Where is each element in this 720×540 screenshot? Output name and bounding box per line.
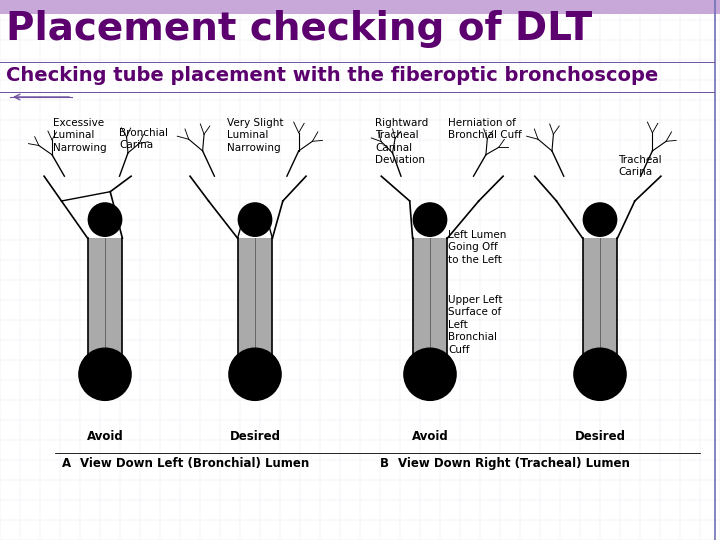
Bar	[582, 238, 618, 356]
Circle shape	[574, 348, 626, 400]
Circle shape	[229, 348, 281, 400]
Text: Rightward
Tracheal
Carinal
Deviation: Rightward Tracheal Carinal Deviation	[375, 118, 428, 165]
Text: Very Slight
Luminal
Narrowing: Very Slight Luminal Narrowing	[227, 118, 284, 153]
Circle shape	[79, 348, 131, 400]
Text: Left Lumen
Going Off
to the Left: Left Lumen Going Off to the Left	[448, 230, 506, 265]
Text: Avoid: Avoid	[412, 430, 449, 443]
Text: Placement checking of DLT: Placement checking of DLT	[6, 10, 593, 48]
Bar	[0, 0, 720, 14]
Text: Excessive
Luminal
Narrowing: Excessive Luminal Narrowing	[53, 118, 107, 153]
Text: Bronchial
Carina: Bronchial Carina	[119, 128, 168, 151]
Circle shape	[238, 203, 271, 237]
Text: Tracheal
Carina: Tracheal Carina	[618, 155, 662, 178]
Text: View Down Left (Bronchial) Lumen: View Down Left (Bronchial) Lumen	[80, 457, 310, 470]
Bar	[88, 238, 122, 356]
Circle shape	[404, 348, 456, 400]
Text: B: B	[380, 457, 389, 470]
Text: Checking tube placement with the fiberoptic bronchoscope: Checking tube placement with the fiberop…	[6, 66, 658, 85]
Text: Herniation of
Bronchial Cuff: Herniation of Bronchial Cuff	[448, 118, 522, 140]
Circle shape	[89, 203, 122, 237]
Circle shape	[413, 203, 446, 237]
Text: View Down Right (Tracheal) Lumen: View Down Right (Tracheal) Lumen	[398, 457, 630, 470]
Bar	[238, 238, 272, 356]
Text: Desired: Desired	[230, 430, 281, 443]
Circle shape	[583, 203, 616, 237]
Text: Upper Left
Surface of
Left
Bronchial
Cuff: Upper Left Surface of Left Bronchial Cuf…	[448, 295, 503, 355]
Bar	[413, 238, 447, 356]
Text: Avoid: Avoid	[86, 430, 123, 443]
Text: Desired: Desired	[575, 430, 626, 443]
Text: A: A	[62, 457, 71, 470]
